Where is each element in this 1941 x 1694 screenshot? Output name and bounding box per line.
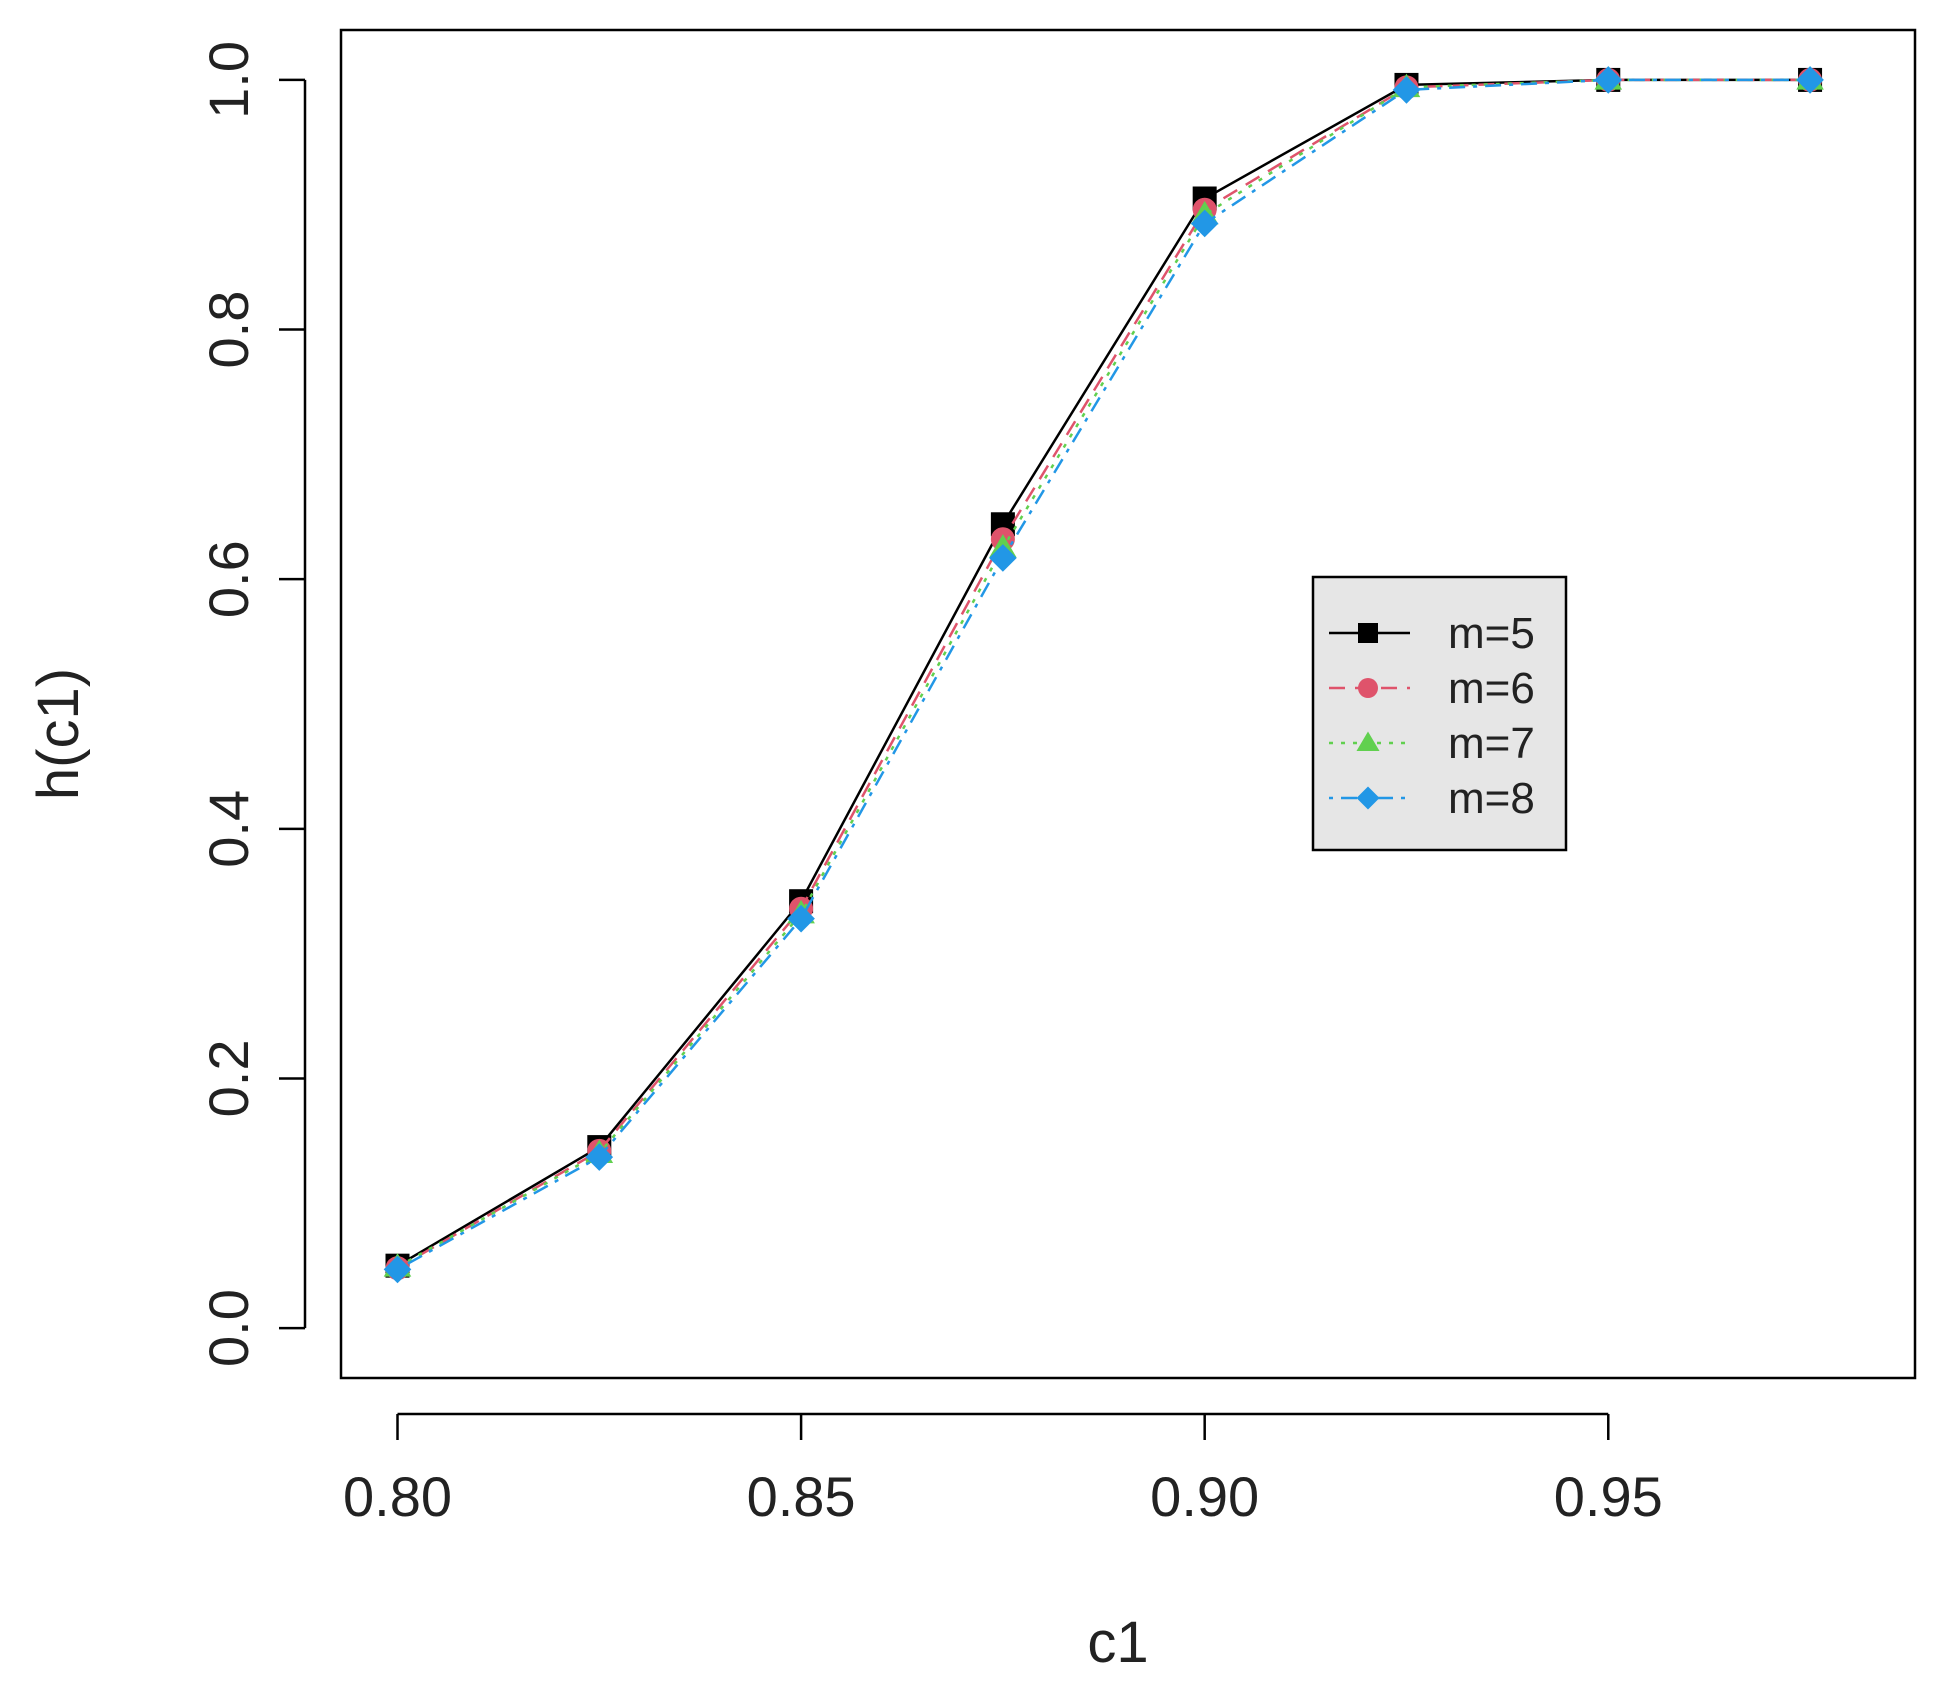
legend-marker: [1356, 731, 1380, 752]
x-tick-label: 0.85: [747, 1465, 856, 1528]
x-tick-label: 0.90: [1150, 1465, 1259, 1528]
plot-frame: [339, 28, 1917, 1380]
x-axis-title: c1: [1087, 1610, 1148, 1675]
x-tick-label: 0.95: [1554, 1465, 1663, 1528]
data-point: [787, 904, 815, 933]
data-point: [1190, 209, 1219, 238]
legend-marker: [1358, 623, 1378, 643]
y-tick-label: 0.0: [197, 1289, 260, 1367]
y-tick-label: 0.4: [197, 790, 260, 868]
data-point: [989, 544, 1017, 572]
legend-marker: [1358, 678, 1378, 698]
legend-label: m=8: [1448, 774, 1535, 823]
legend-entry: m=5: [1329, 609, 1535, 658]
series-layer: [383, 66, 1824, 1284]
y-tick-label: 0.2: [197, 1040, 260, 1118]
legend: m=5 m=6 m=7 m=8: [1311, 575, 1568, 852]
legend-entry: m=8: [1329, 774, 1535, 823]
legend-label: m=6: [1448, 664, 1535, 713]
y-tick-label: 1.0: [197, 41, 260, 119]
legend-entry: m=6: [1329, 664, 1535, 713]
y-axis-title: h(c1): [26, 668, 91, 800]
data-point: [1594, 66, 1623, 94]
series-m-8: [383, 66, 1824, 1284]
legend-entry: m=7: [1329, 719, 1535, 768]
y-tick-label: 0.6: [197, 540, 260, 618]
data-point: [1796, 66, 1824, 94]
series-line: [396, 78, 1811, 1267]
axes-layer: 0.80 0.85 0.90 0.95 0.0 0.2 0.4 0.6 0.8 1.0: [197, 28, 1917, 1528]
x-tick-label: 0.80: [343, 1465, 452, 1528]
y-tick-label: 0.8: [197, 291, 260, 369]
data-point: [1392, 76, 1421, 104]
legend-marker: [1356, 786, 1380, 810]
legend-label: m=5: [1448, 609, 1535, 658]
data-point: [585, 1143, 614, 1171]
legend-box: [1311, 575, 1568, 852]
data-point: [383, 1255, 412, 1284]
legend-label: m=7: [1448, 719, 1535, 768]
